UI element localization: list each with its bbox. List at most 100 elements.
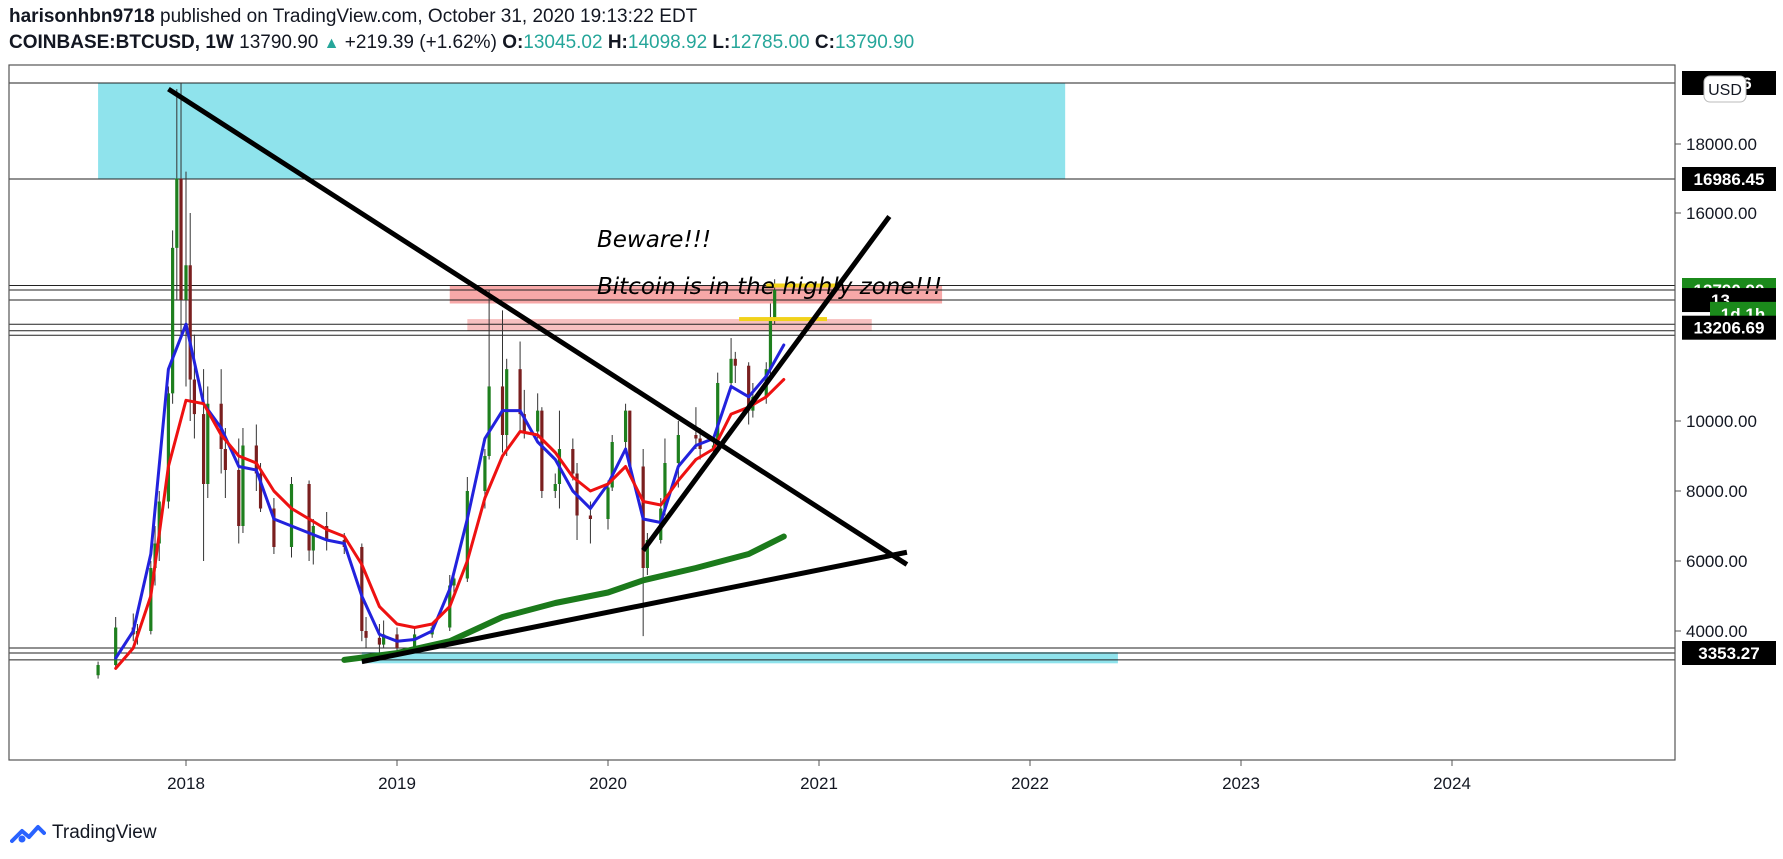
candle-body-10[interactable]: [179, 178, 183, 301]
candle-body-28[interactable]: [360, 547, 364, 631]
candle-body-36[interactable]: [452, 578, 456, 586]
candle-body-11[interactable]: [184, 265, 188, 301]
series-line-1[interactable]: [114, 378, 786, 670]
last-price: 13790.90: [239, 32, 319, 53]
publish-text: published on TradingView.com, October 31…: [160, 6, 698, 27]
candle-body-0[interactable]: [96, 665, 100, 676]
candle-body-58[interactable]: [663, 463, 667, 509]
candle-body-48[interactable]: [571, 449, 575, 474]
x-tick-label-2021: 2021: [800, 774, 838, 793]
y-axis: 4000.00 6000.00 8000.00 10000.00 16000.00 180…: [1675, 71, 1776, 665]
candle-body-39[interactable]: [487, 386, 491, 456]
candle-body-46[interactable]: [553, 484, 557, 491]
candle-body-66[interactable]: [747, 365, 751, 411]
price-marker-6[interactable]: [1682, 641, 1776, 665]
candle-body-22[interactable]: [272, 508, 276, 548]
high-label: H:: [607, 32, 628, 53]
candle-body-37[interactable]: [465, 491, 469, 579]
x-tick-label-2024: 2024: [1433, 774, 1471, 793]
candle-body-69[interactable]: [768, 317, 773, 370]
tradingview-logo-icon: [10, 825, 46, 843]
y-tick-label-6000.00: 6000.00: [1686, 552, 1747, 571]
candle-body-14[interactable]: [201, 414, 206, 484]
candle-body-17[interactable]: [223, 449, 227, 470]
candle-body-31[interactable]: [382, 634, 386, 645]
trendline-1[interactable]: [641, 215, 892, 552]
x-tick-label-2023: 2023: [1222, 774, 1260, 793]
candle-body-63[interactable]: [716, 382, 720, 446]
candle-body-19[interactable]: [241, 445, 245, 527]
candle-body-56[interactable]: [645, 540, 649, 568]
candle-body-38[interactable]: [483, 456, 487, 491]
candle-body-6[interactable]: [157, 501, 161, 544]
price-marker-label-5: 13206.69: [1694, 319, 1765, 338]
candle-body-64[interactable]: [729, 358, 733, 383]
candle-body-45[interactable]: [540, 410, 544, 491]
candle-body-33[interactable]: [412, 634, 417, 649]
candle-body-25[interactable]: [311, 526, 315, 551]
series-layer: [114, 283, 837, 670]
candle-body-44[interactable]: [536, 410, 540, 432]
zone-3[interactable]: [361, 652, 1118, 664]
candle-body-13[interactable]: [192, 379, 196, 415]
trendline-2[interactable]: [361, 549, 908, 665]
candle-body-23[interactable]: [289, 484, 294, 547]
candle-body-52[interactable]: [610, 442, 614, 488]
highlight-bar-lower: [739, 317, 827, 322]
price-marker-5[interactable]: [1682, 315, 1776, 340]
price-marker-label-1: 16986.45: [1694, 170, 1765, 189]
candle-body-41[interactable]: [505, 369, 509, 435]
candle-body-50[interactable]: [588, 515, 593, 520]
candle-body-18[interactable]: [237, 470, 241, 526]
open-label: O:: [502, 32, 524, 53]
y-tick-label-18000.00: 18000.00: [1686, 135, 1757, 154]
price-marker-1[interactable]: [1682, 167, 1776, 191]
candle-body-70[interactable]: [773, 290, 777, 318]
author-name[interactable]: harisonhbn9718: [9, 6, 155, 27]
candle-body-1[interactable]: [114, 627, 118, 666]
candle-body-26[interactable]: [325, 526, 329, 540]
tradingview-brand[interactable]: TradingView: [52, 822, 157, 843]
candle-body-54[interactable]: [628, 410, 632, 467]
candle-body-21[interactable]: [258, 473, 263, 509]
candle-body-12[interactable]: [188, 265, 192, 380]
trendlines-layer: [167, 86, 909, 665]
levels-layer: [9, 82, 1675, 661]
candle-body-42[interactable]: [518, 369, 522, 415]
candle-body-51[interactable]: [606, 487, 610, 520]
open-value: 13045.02: [523, 32, 603, 53]
zone-0[interactable]: [98, 83, 1066, 180]
candle-body-9[interactable]: [175, 178, 179, 248]
candle-body-30[interactable]: [377, 637, 382, 645]
y-tick-label-8000.00: 8000.00: [1686, 482, 1747, 501]
trendline-0[interactable]: [167, 86, 909, 567]
up-arrow-icon: ▲: [323, 35, 340, 52]
annotation-zone[interactable]: Bitcoin is in the highly zone!!!: [597, 274, 942, 300]
low-label: L:: [712, 32, 731, 53]
candle-body-8[interactable]: [171, 247, 175, 394]
currency-badge[interactable]: [1703, 75, 1747, 103]
y-tick-label-10000.00: 10000.00: [1686, 412, 1757, 431]
y-tick-label-16000.00: 16000.00: [1686, 204, 1757, 223]
candle-body-20[interactable]: [254, 445, 258, 474]
candle-body-7[interactable]: [166, 393, 171, 502]
price-change: +219.39 (+1.62%): [344, 32, 497, 53]
candle-body-43[interactable]: [522, 414, 526, 432]
annotation-beware[interactable]: Beware!!!: [597, 227, 711, 253]
high-value: 14098.92: [627, 32, 708, 53]
highlight-bar-upper: [766, 283, 837, 288]
publish-info: harisonhbn9718 published on TradingView.…: [9, 6, 697, 28]
candle-body-59[interactable]: [676, 435, 680, 463]
close-value: 13790.90: [834, 32, 915, 53]
candle-body-29[interactable]: [364, 631, 368, 638]
x-tick-label-2019: 2019: [378, 774, 416, 793]
candle-body-15[interactable]: [206, 403, 210, 484]
x-tick-label-2018: 2018: [167, 774, 205, 793]
close-label: C:: [814, 32, 835, 53]
candle-body-60[interactable]: [694, 435, 698, 439]
x-tick-label-2020: 2020: [589, 774, 627, 793]
zone-2[interactable]: [467, 319, 872, 331]
candle-body-53[interactable]: [623, 410, 628, 442]
candle-body-65[interactable]: [733, 358, 737, 366]
